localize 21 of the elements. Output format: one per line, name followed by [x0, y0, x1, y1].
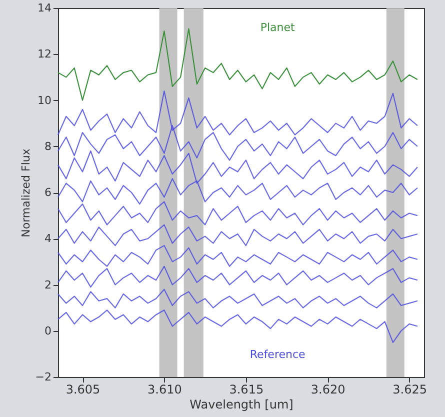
y-tick-label: 4	[44, 232, 52, 246]
x-tick-label: 3.615	[229, 382, 264, 396]
x-tick-label: 3.620	[310, 382, 346, 396]
y-tick-label: 0	[44, 324, 52, 338]
line-series	[57, 310, 418, 343]
y-tick-label: 10	[38, 94, 52, 107]
y-tick-label: 6	[44, 186, 52, 199]
line-series	[57, 288, 418, 308]
x-tick-label: 3.605	[66, 382, 100, 396]
annotation: Planet	[260, 21, 296, 34]
y-tick-label: 12	[38, 48, 52, 61]
annotation: Reference	[250, 348, 306, 361]
y-tick-label: −2	[35, 370, 52, 384]
y-tick-label: 14	[38, 2, 52, 14]
y-tick-label: 8	[44, 140, 52, 153]
x-tick-label: 3.625	[392, 382, 427, 396]
line-series	[57, 224, 418, 246]
y-tick-label: 2	[44, 278, 52, 292]
x-tick-label: 3.610	[148, 382, 182, 396]
x-axis-title: Wavelength [um]	[190, 398, 294, 412]
y-axis-title: Normalized Flux	[19, 148, 32, 238]
